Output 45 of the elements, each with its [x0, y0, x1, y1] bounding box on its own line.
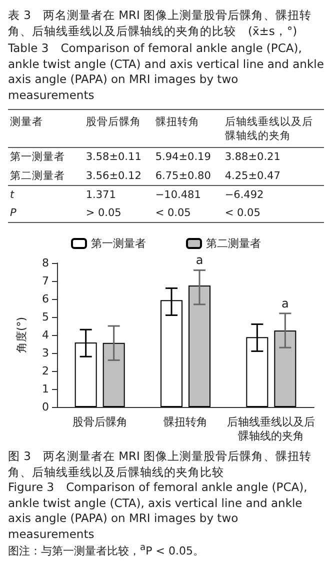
text: 4.25±0.47: [222, 166, 324, 186]
x-tick-label: 股骨后髁角: [72, 416, 128, 429]
bar: [274, 330, 296, 408]
category-label: 髁扭转角: [153, 110, 223, 148]
text: 6.75±0.80: [153, 166, 223, 186]
category-label: 后轴线垂线以及后髁轴线的夹角: [222, 110, 324, 148]
text: Figure 3 Comparison of femoral ankle angle (PCA), ankle twist angle (CTA), axis vertical line and ankle axis angle (PAPA) on MRI images by two measurements: [8, 480, 308, 542]
text: 3.58±0.11: [84, 150, 142, 166]
text: P: [8, 204, 84, 223]
text: 3.56±0.12: [84, 166, 154, 186]
text: Table 3 Comparison of femoral ankle angle (PCA), ankle twist angle (CTA) and axis vertical line and ankle axis angle (PAPA) on MRI images by two measurements: [8, 41, 324, 104]
text: 第一测量者: [9, 150, 66, 166]
x-tick-label: 髁扭转角: [164, 416, 208, 429]
text: 表 3 两名测量者在 MRI 图像上测量股骨后髁角、髁扭转角、后轴线垂线以及后髁轴线的夹角的比较 (x̄±s，°): [8, 8, 313, 40]
annotation: a: [196, 253, 204, 268]
text: 图 3 两名测量者在 MRI 图像上测量股骨后髁角、髁扭转角、后轴线垂线以及后髁轴线的夹角比较: [8, 449, 313, 480]
text: 5.94±0.19: [154, 150, 212, 166]
category-label: 测量者: [8, 110, 84, 148]
annotation: a: [281, 296, 289, 311]
y-tick-label: 7: [42, 274, 49, 288]
category-label: 股骨后髁角: [84, 110, 154, 148]
text: 1.371: [84, 188, 117, 203]
text: > 0.05: [84, 204, 154, 223]
y-tick-label: 3: [42, 346, 49, 360]
y-tick-label: 4: [42, 328, 49, 342]
legend-label: 第一测量者: [91, 237, 146, 250]
y-tick-label: 5: [42, 310, 49, 324]
text: 图注：与第一测量者比较，$^{a}$P < 0.05。: [8, 542, 205, 560]
x-tick-label: 后轴线垂线以及后髁轴线的夹角: [227, 416, 316, 443]
text: −10.481: [154, 188, 202, 203]
y-tick-label: 0: [42, 400, 49, 414]
y-tick-label: 8: [42, 256, 49, 270]
text: t: [9, 188, 16, 203]
y-axis-title: 角度(°): [15, 317, 28, 354]
text: −6.492: [224, 188, 265, 203]
bar: [188, 286, 210, 408]
y-tick-label: 2: [42, 364, 49, 378]
y-tick-label: 6: [42, 292, 49, 306]
text: 3.88±0.21: [224, 150, 282, 166]
legend-label: 第二测量者: [206, 237, 261, 250]
bar: [102, 343, 125, 408]
text: < 0.05: [222, 204, 324, 223]
text: < 0.05: [153, 204, 223, 223]
y-tick-label: 1: [42, 382, 49, 396]
text: 第二测量者: [8, 166, 84, 186]
